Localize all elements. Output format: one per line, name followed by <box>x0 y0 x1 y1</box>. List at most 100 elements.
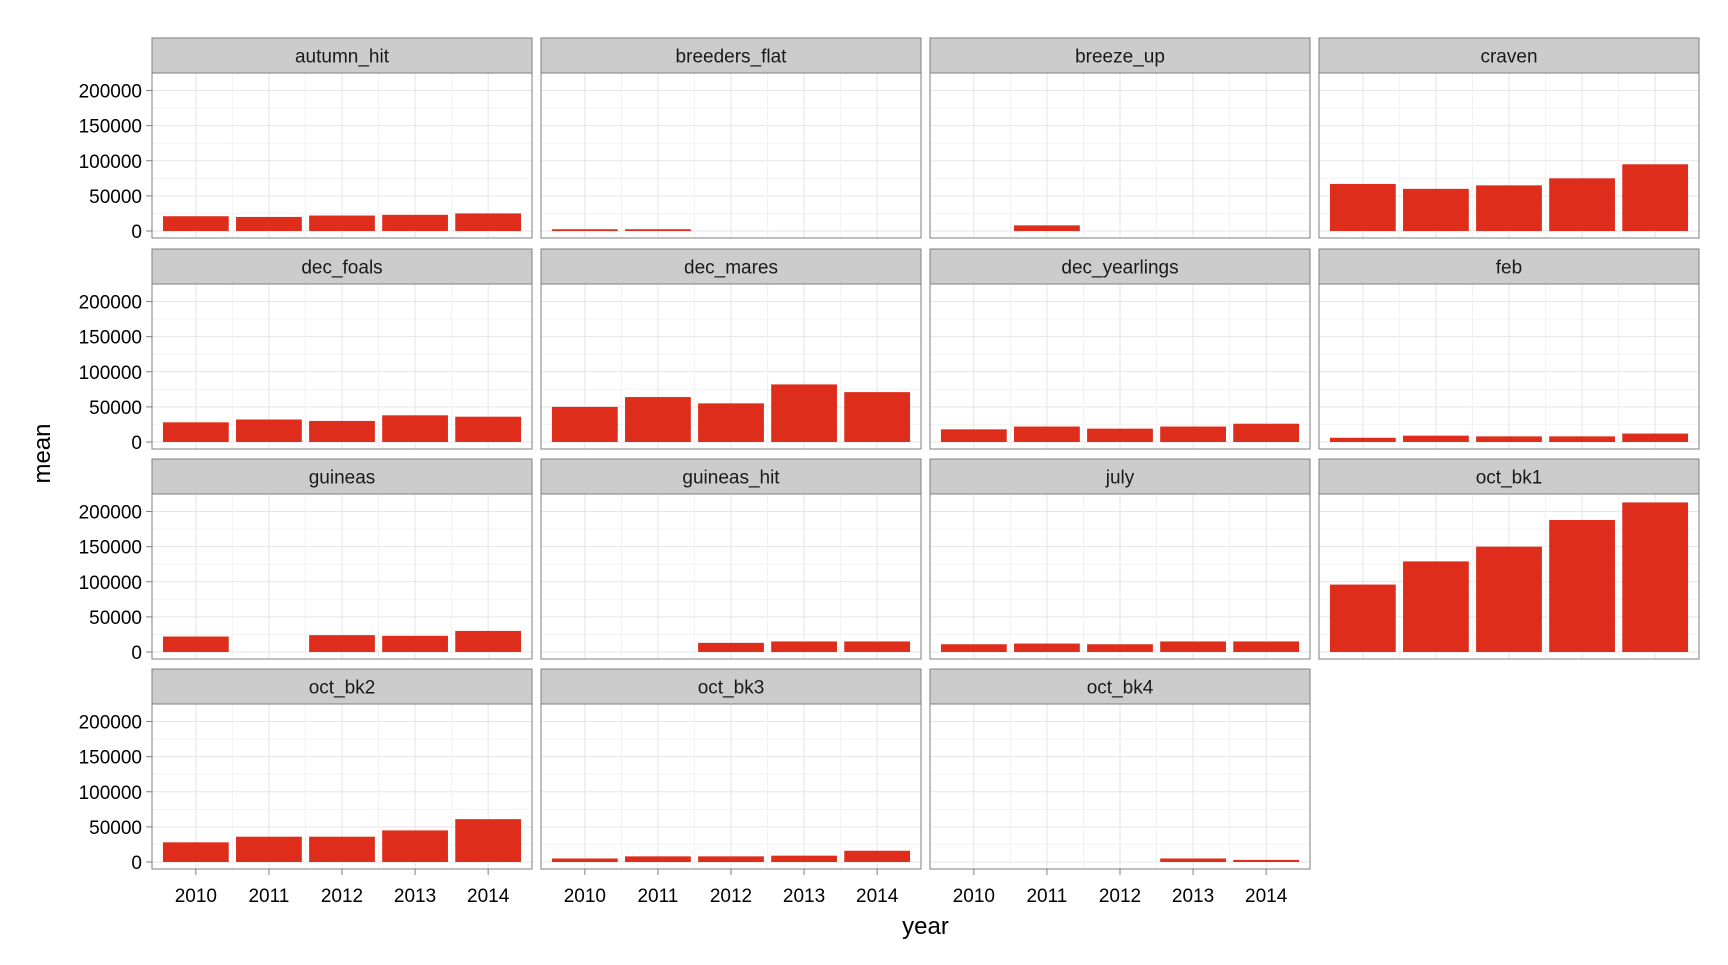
bar-oct_bk2-2012 <box>309 836 375 862</box>
bar-oct_bk2-2013 <box>382 830 448 862</box>
bar-oct_bk3-2013 <box>771 855 837 862</box>
facet-panel-july: july <box>929 458 1311 660</box>
bar-feb-2012 <box>1476 436 1542 442</box>
panel-border <box>540 283 922 450</box>
x-tick-label: 2014 <box>467 886 510 907</box>
bar-autumn_hit-2012 <box>309 215 375 231</box>
bar-autumn_hit-2010 <box>162 216 229 231</box>
facet-strip <box>151 248 533 285</box>
y-tick-label: 100000 <box>79 783 142 804</box>
y-tick-label: 0 <box>131 222 142 243</box>
facet-strip-label: feb <box>1496 258 1522 279</box>
bar-oct_bk3-2014 <box>844 850 911 862</box>
facet-panel-breeze_up: breeze_up <box>929 37 1311 239</box>
panel-border <box>929 493 1311 660</box>
bar-dec_yearlings-2011 <box>1014 426 1080 442</box>
panel-border <box>151 72 533 239</box>
facet-strip-label: dec_mares <box>684 258 778 279</box>
y-tick-label: 150000 <box>79 328 142 349</box>
facet-panel-oct_bk1: oct_bk1 <box>1318 458 1700 660</box>
x-tick-label: 2010 <box>953 886 995 907</box>
panel-border <box>1318 283 1700 450</box>
bar-july-2012 <box>1087 644 1153 652</box>
bar-guineas_hit-2013 <box>771 641 837 652</box>
facet-strip-label: guineas <box>309 468 376 489</box>
y-tick-label: 200000 <box>79 503 142 524</box>
bar-dec_yearlings-2012 <box>1087 428 1153 442</box>
bar-breeders_flat-2011 <box>625 229 691 231</box>
facet-panel-oct_bk3: oct_bk3 2010 2011 2012 2013 2014 <box>540 668 922 907</box>
facet-strip-label: breeders_flat <box>676 47 788 68</box>
bar-feb-2013 <box>1549 436 1615 442</box>
bar-guineas-2010 <box>162 636 229 652</box>
bar-oct_bk1-2014 <box>1622 502 1689 652</box>
facet-strip-label: dec_foals <box>301 258 382 279</box>
bar-craven-2014 <box>1622 164 1689 231</box>
y-tick-label: 150000 <box>79 117 142 138</box>
facet-panel-breeders_flat: breeders_flat <box>540 37 922 239</box>
facet-strip-label: oct_bk2 <box>309 678 376 699</box>
bar-oct_bk3-2012 <box>698 856 764 862</box>
facet-strip-label: breeze_up <box>1075 47 1165 68</box>
bar-july-2014 <box>1233 641 1300 652</box>
bar-feb-2011 <box>1403 435 1469 442</box>
bar-dec_mares-2012 <box>698 403 764 442</box>
y-tick-label: 50000 <box>89 818 142 839</box>
facet-strip <box>540 37 922 74</box>
bar-guineas-2014 <box>455 630 522 652</box>
bar-dec_yearlings-2010 <box>940 429 1007 442</box>
facet-strip-label: dec_yearlings <box>1061 258 1178 279</box>
bar-dec_mares-2014 <box>844 392 911 442</box>
x-tick-label: 2013 <box>394 886 436 907</box>
x-tick-label: 2010 <box>175 886 217 907</box>
y-tick-label: 0 <box>131 853 142 874</box>
facet-strip <box>151 668 533 705</box>
x-tick-label: 2011 <box>1026 886 1067 907</box>
y-tick-label: 200000 <box>79 713 142 734</box>
bar-oct_bk1-2013 <box>1549 519 1615 652</box>
bar-breeze_up-2011 <box>1014 225 1080 231</box>
x-tick-label: 2014 <box>1245 886 1288 907</box>
x-tick-label: 2012 <box>1099 886 1141 907</box>
facet-strip <box>1318 37 1700 74</box>
y-tick-label: 200000 <box>79 82 142 103</box>
bar-dec_yearlings-2014 <box>1233 423 1300 442</box>
x-tick-label: 2011 <box>637 886 678 907</box>
bar-breeders_flat-2010 <box>551 229 618 231</box>
y-tick-label: 50000 <box>89 608 142 629</box>
facet-panel-oct_bk4: oct_bk4 2010 2011 2012 2013 2014 <box>929 668 1311 907</box>
panel-border <box>540 493 922 660</box>
bar-oct_bk4-2013 <box>1160 858 1226 862</box>
y-tick-label: 50000 <box>89 398 142 419</box>
bar-oct_bk1-2012 <box>1476 546 1542 652</box>
facet-strip-label: craven <box>1480 47 1537 68</box>
facet-strip <box>929 458 1311 495</box>
bar-craven-2013 <box>1549 178 1615 231</box>
bar-july-2010 <box>940 644 1007 652</box>
facet-panel-craven: craven <box>1318 37 1700 239</box>
panel-border <box>929 72 1311 239</box>
facet-strip <box>929 37 1311 74</box>
facet-strip <box>540 458 922 495</box>
facet-panel-guineas_hit: guineas_hit <box>540 458 922 660</box>
bar-oct_bk2-2014 <box>455 819 522 862</box>
bar-dec_foals-2014 <box>455 416 522 442</box>
bar-dec_mares-2010 <box>551 406 618 442</box>
x-tick-label: 2012 <box>710 886 752 907</box>
bar-guineas_hit-2014 <box>844 641 911 652</box>
bar-autumn_hit-2013 <box>382 214 448 231</box>
facet-panel-feb: feb <box>1318 248 1700 450</box>
y-tick-label: 50000 <box>89 187 142 208</box>
panel-border <box>1318 72 1700 239</box>
bar-guineas-2013 <box>382 635 448 652</box>
bar-dec_foals-2013 <box>382 415 448 442</box>
bar-oct_bk2-2011 <box>236 836 302 862</box>
y-tick-label: 100000 <box>79 573 142 594</box>
bar-feb-2010 <box>1329 437 1396 442</box>
facet-strip-label: oct_bk3 <box>698 678 765 699</box>
y-tick-label: 0 <box>131 433 142 454</box>
x-tick-label: 2013 <box>783 886 825 907</box>
facet-panel-dec_foals: dec_foals 0 50000 100000 150000 200000 <box>79 248 533 454</box>
facet-strip-label: guineas_hit <box>682 468 780 489</box>
